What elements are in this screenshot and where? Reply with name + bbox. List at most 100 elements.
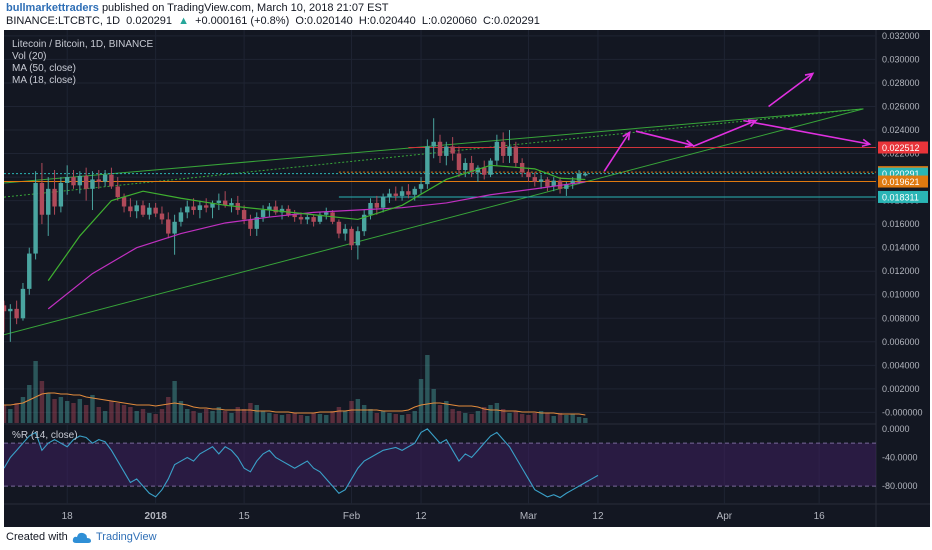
volume-bar <box>361 405 367 423</box>
candle-body <box>298 217 304 220</box>
volume-bar <box>279 415 285 423</box>
candle-body <box>380 197 386 208</box>
volume-bar <box>248 403 253 423</box>
grid-lines <box>4 30 930 527</box>
chart-svg[interactable]: 0.032000 0.030000 0.028000 0.026000 0.024000… <box>1 30 930 527</box>
volume-bar <box>393 414 398 423</box>
candle-body <box>406 191 411 195</box>
candle-body <box>185 206 190 213</box>
volume-bar <box>355 399 361 423</box>
chart-container[interactable]: 0.032000 0.030000 0.028000 0.026000 0.024000… <box>1 30 930 527</box>
volume-bar <box>229 413 234 423</box>
candle-body <box>500 141 506 156</box>
volume-bar <box>330 411 335 423</box>
price-tick-label: -0.000000 <box>882 407 923 417</box>
candle-body <box>140 205 146 215</box>
volume-bar <box>463 413 468 423</box>
candle-body <box>336 221 342 234</box>
candle-body <box>349 228 354 246</box>
volume-bar <box>412 411 417 423</box>
price-label-text: 0.020291 <box>882 169 920 179</box>
candle-body <box>222 200 228 206</box>
volume-bar <box>488 405 493 423</box>
candle-body <box>14 308 19 319</box>
volume-bars <box>1 355 588 423</box>
candle-body <box>241 210 247 220</box>
volume-bar <box>185 409 190 423</box>
candle-body <box>425 146 430 185</box>
candle-body <box>532 177 537 182</box>
candle-body <box>197 205 203 211</box>
candle-body <box>159 213 165 220</box>
candle-body <box>229 202 234 206</box>
volume-bar <box>513 411 519 423</box>
volume-bar <box>324 415 329 423</box>
time-tick-label: Mar <box>520 511 538 522</box>
candle-body <box>248 219 253 229</box>
candle-body <box>570 180 575 185</box>
volume-bar <box>526 415 531 423</box>
last-price: 0.020291 <box>126 15 173 27</box>
candle-body <box>292 214 297 218</box>
williams-r-pane <box>3 428 876 499</box>
symbol-line: BINANCE:LTCBTC, 1D 0.020291 ▲ +0.000161 … <box>6 15 543 27</box>
low-value: L:0.020060 <box>421 15 477 27</box>
open-value: O:0.020140 <box>295 15 353 27</box>
footer: Created with TradingView <box>0 527 932 550</box>
candlesticks <box>1 118 588 342</box>
volume-bar <box>235 407 241 423</box>
volume-bar <box>20 397 26 423</box>
candle-body <box>361 214 367 232</box>
price-tick-label: 0.030000 <box>882 54 920 64</box>
candle-body <box>450 146 455 154</box>
candle-body <box>58 182 64 207</box>
volume-bar <box>273 414 278 423</box>
candle-body <box>507 146 512 156</box>
candle-body <box>52 188 57 207</box>
author-link[interactable]: bullmarkettraders <box>6 2 99 14</box>
volume-bar <box>545 413 550 423</box>
volume-bar <box>83 405 89 423</box>
volume-bar <box>1 405 7 423</box>
oscillator-label: %R (14, close) <box>12 430 78 441</box>
candle-body <box>90 179 95 189</box>
created-with-text: Created with <box>6 531 68 543</box>
candle-body <box>102 174 108 182</box>
time-tick-label: 12 <box>415 511 427 522</box>
candle-body <box>128 206 133 212</box>
volume-bar <box>260 411 266 423</box>
candle-body <box>216 200 222 203</box>
volume-bar <box>500 409 506 423</box>
volume-bar <box>14 403 19 423</box>
volume-bar <box>267 413 272 423</box>
volume-bar <box>203 409 209 423</box>
volume-bar <box>494 403 500 423</box>
candle-body <box>27 253 32 289</box>
time-tick-label: Apr <box>717 511 733 522</box>
price-label-text: 0.019621 <box>882 177 920 187</box>
volume-bar <box>58 397 64 423</box>
candle-body <box>399 191 405 196</box>
volume-bar <box>286 414 291 423</box>
projection-arrow-head <box>804 72 815 81</box>
volume-bar <box>519 414 525 423</box>
volume-bar <box>96 407 101 423</box>
candle-body <box>267 206 272 211</box>
candle-body <box>166 219 171 234</box>
tradingview-link[interactable]: TradingView <box>96 531 157 543</box>
volume-bar <box>583 418 588 423</box>
publish-line: bullmarkettraders published on TradingVie… <box>6 2 392 14</box>
projection-arrow-head <box>684 139 695 148</box>
volume-bar <box>64 401 70 423</box>
chart-header: bullmarkettraders published on TradingVie… <box>0 0 932 30</box>
price-label-box <box>878 175 928 188</box>
close-value: C:0.020291 <box>482 15 540 27</box>
legend-ma50: MA (50, close) <box>12 63 76 74</box>
volume-bar <box>159 409 165 423</box>
oscillator-tick-label: -40.0000 <box>882 452 918 462</box>
volume-bar <box>134 411 139 423</box>
candle-body <box>64 177 70 183</box>
candle-body <box>545 179 550 187</box>
candle-body <box>260 210 266 218</box>
candle-body <box>526 172 531 178</box>
